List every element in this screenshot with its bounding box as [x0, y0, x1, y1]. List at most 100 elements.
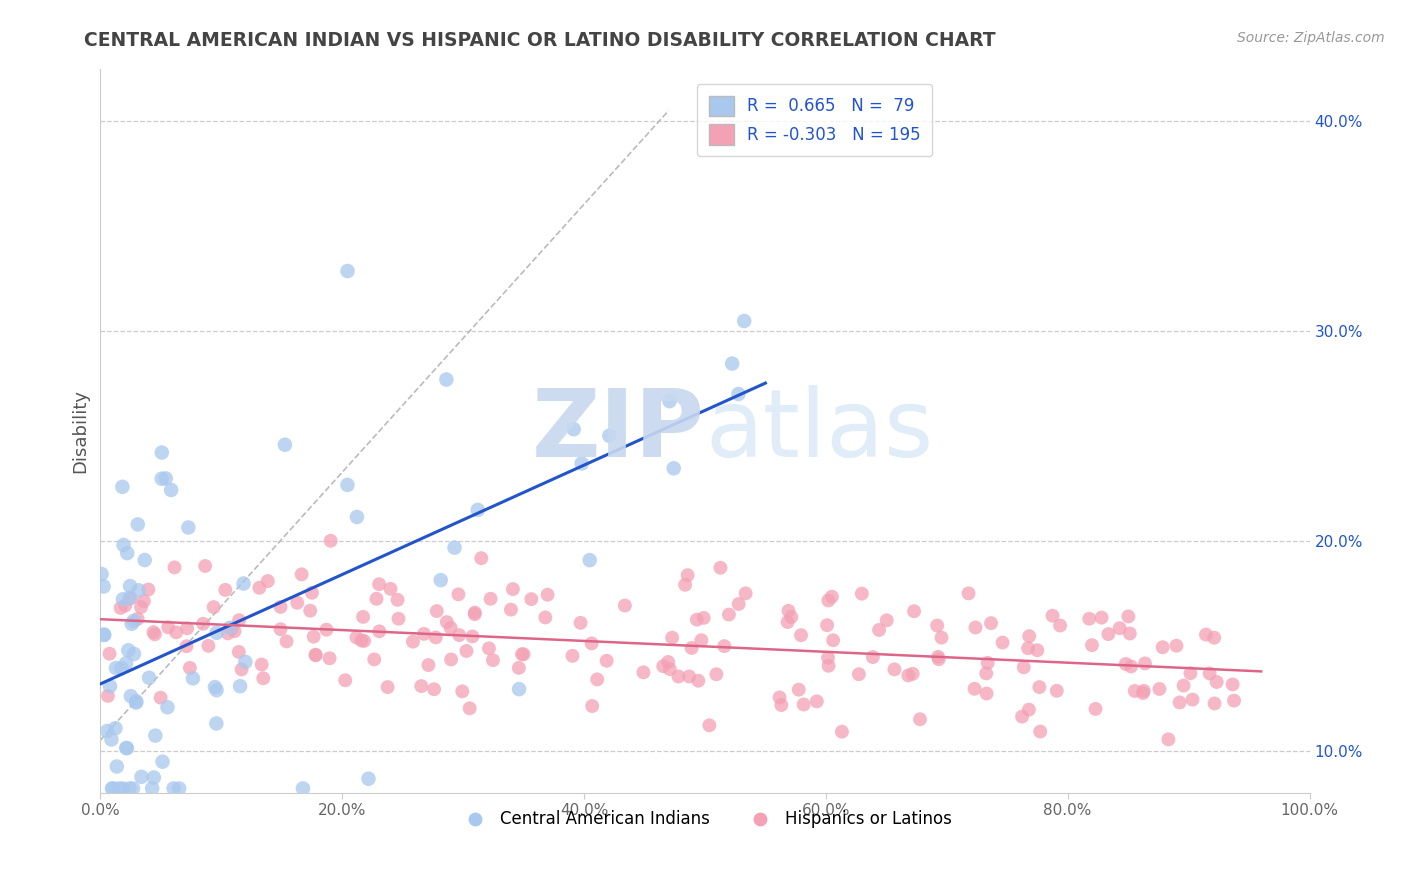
Point [368, 577, 391, 591]
Point [346, 631, 368, 645]
Point [831, 724, 853, 739]
Point [449, 628, 471, 642]
Point [980, 616, 1002, 631]
Point [1168, 696, 1191, 710]
Point [291, 781, 314, 796]
Point [305, 648, 328, 663]
Text: Source: ZipAtlas.com: Source: ZipAtlas.com [1237, 31, 1385, 45]
Text: ZIP: ZIP [531, 384, 704, 476]
Point [129, 600, 152, 615]
Point [440, 621, 463, 635]
Point [965, 620, 987, 634]
Point [336, 478, 359, 492]
Point [666, 669, 689, 683]
Point [163, 560, 186, 574]
Point [1026, 643, 1049, 657]
Point [727, 387, 749, 401]
Point [149, 690, 172, 705]
Point [1198, 666, 1220, 681]
Point [821, 590, 844, 604]
Point [1166, 639, 1188, 653]
Point [179, 661, 201, 675]
Point [1017, 641, 1039, 656]
Point [90, 567, 112, 582]
Point [150, 445, 173, 459]
Point [1049, 618, 1071, 632]
Point [335, 673, 357, 688]
Point [125, 694, 148, 708]
Point [817, 593, 839, 607]
Point [202, 600, 225, 615]
Point [98, 647, 121, 661]
Point [578, 553, 600, 567]
Point [657, 655, 679, 669]
Point [1180, 666, 1202, 681]
Point [368, 624, 391, 639]
Point [595, 654, 617, 668]
Point [134, 553, 156, 567]
Point [143, 627, 166, 641]
Point [1181, 692, 1204, 706]
Point [229, 679, 252, 693]
Point [366, 591, 388, 606]
Point [336, 264, 359, 278]
Point [658, 394, 681, 409]
Point [1133, 683, 1156, 698]
Point [387, 592, 409, 607]
Point [709, 561, 731, 575]
Point [143, 729, 166, 743]
Point [676, 568, 699, 582]
Point [353, 634, 375, 648]
Point [903, 604, 925, 618]
Point [377, 680, 399, 694]
Point [1018, 703, 1040, 717]
Point [217, 626, 239, 640]
Point [426, 604, 449, 618]
Point [122, 781, 145, 796]
Point [197, 639, 219, 653]
Point [160, 483, 183, 497]
Point [598, 428, 620, 442]
Point [363, 652, 385, 666]
Point [101, 781, 124, 796]
Point [105, 759, 128, 773]
Point [1132, 686, 1154, 700]
Point [228, 645, 250, 659]
Point [318, 651, 340, 665]
Point [122, 614, 145, 628]
Point [1081, 638, 1104, 652]
Point [111, 592, 134, 607]
Point [974, 666, 997, 681]
Point [302, 630, 325, 644]
Point [127, 517, 149, 532]
Point [1018, 629, 1040, 643]
Point [177, 520, 200, 534]
Point [510, 647, 533, 661]
Point [291, 567, 314, 582]
Point [142, 625, 165, 640]
Point [508, 682, 530, 697]
Point [440, 652, 463, 666]
Point [152, 755, 174, 769]
Point [1115, 657, 1137, 671]
Point [458, 701, 481, 715]
Point [512, 647, 534, 661]
Point [118, 781, 141, 796]
Point [976, 687, 998, 701]
Point [315, 623, 337, 637]
Point [142, 771, 165, 785]
Point [678, 669, 700, 683]
Point [221, 621, 243, 635]
Point [150, 472, 173, 486]
Point [100, 732, 122, 747]
Point [111, 781, 134, 796]
Point [155, 471, 177, 485]
Point [131, 770, 153, 784]
Point [536, 588, 558, 602]
Point [1042, 608, 1064, 623]
Point [204, 680, 226, 694]
Point [232, 576, 254, 591]
Point [817, 658, 839, 673]
Point [733, 314, 755, 328]
Point [1157, 732, 1180, 747]
